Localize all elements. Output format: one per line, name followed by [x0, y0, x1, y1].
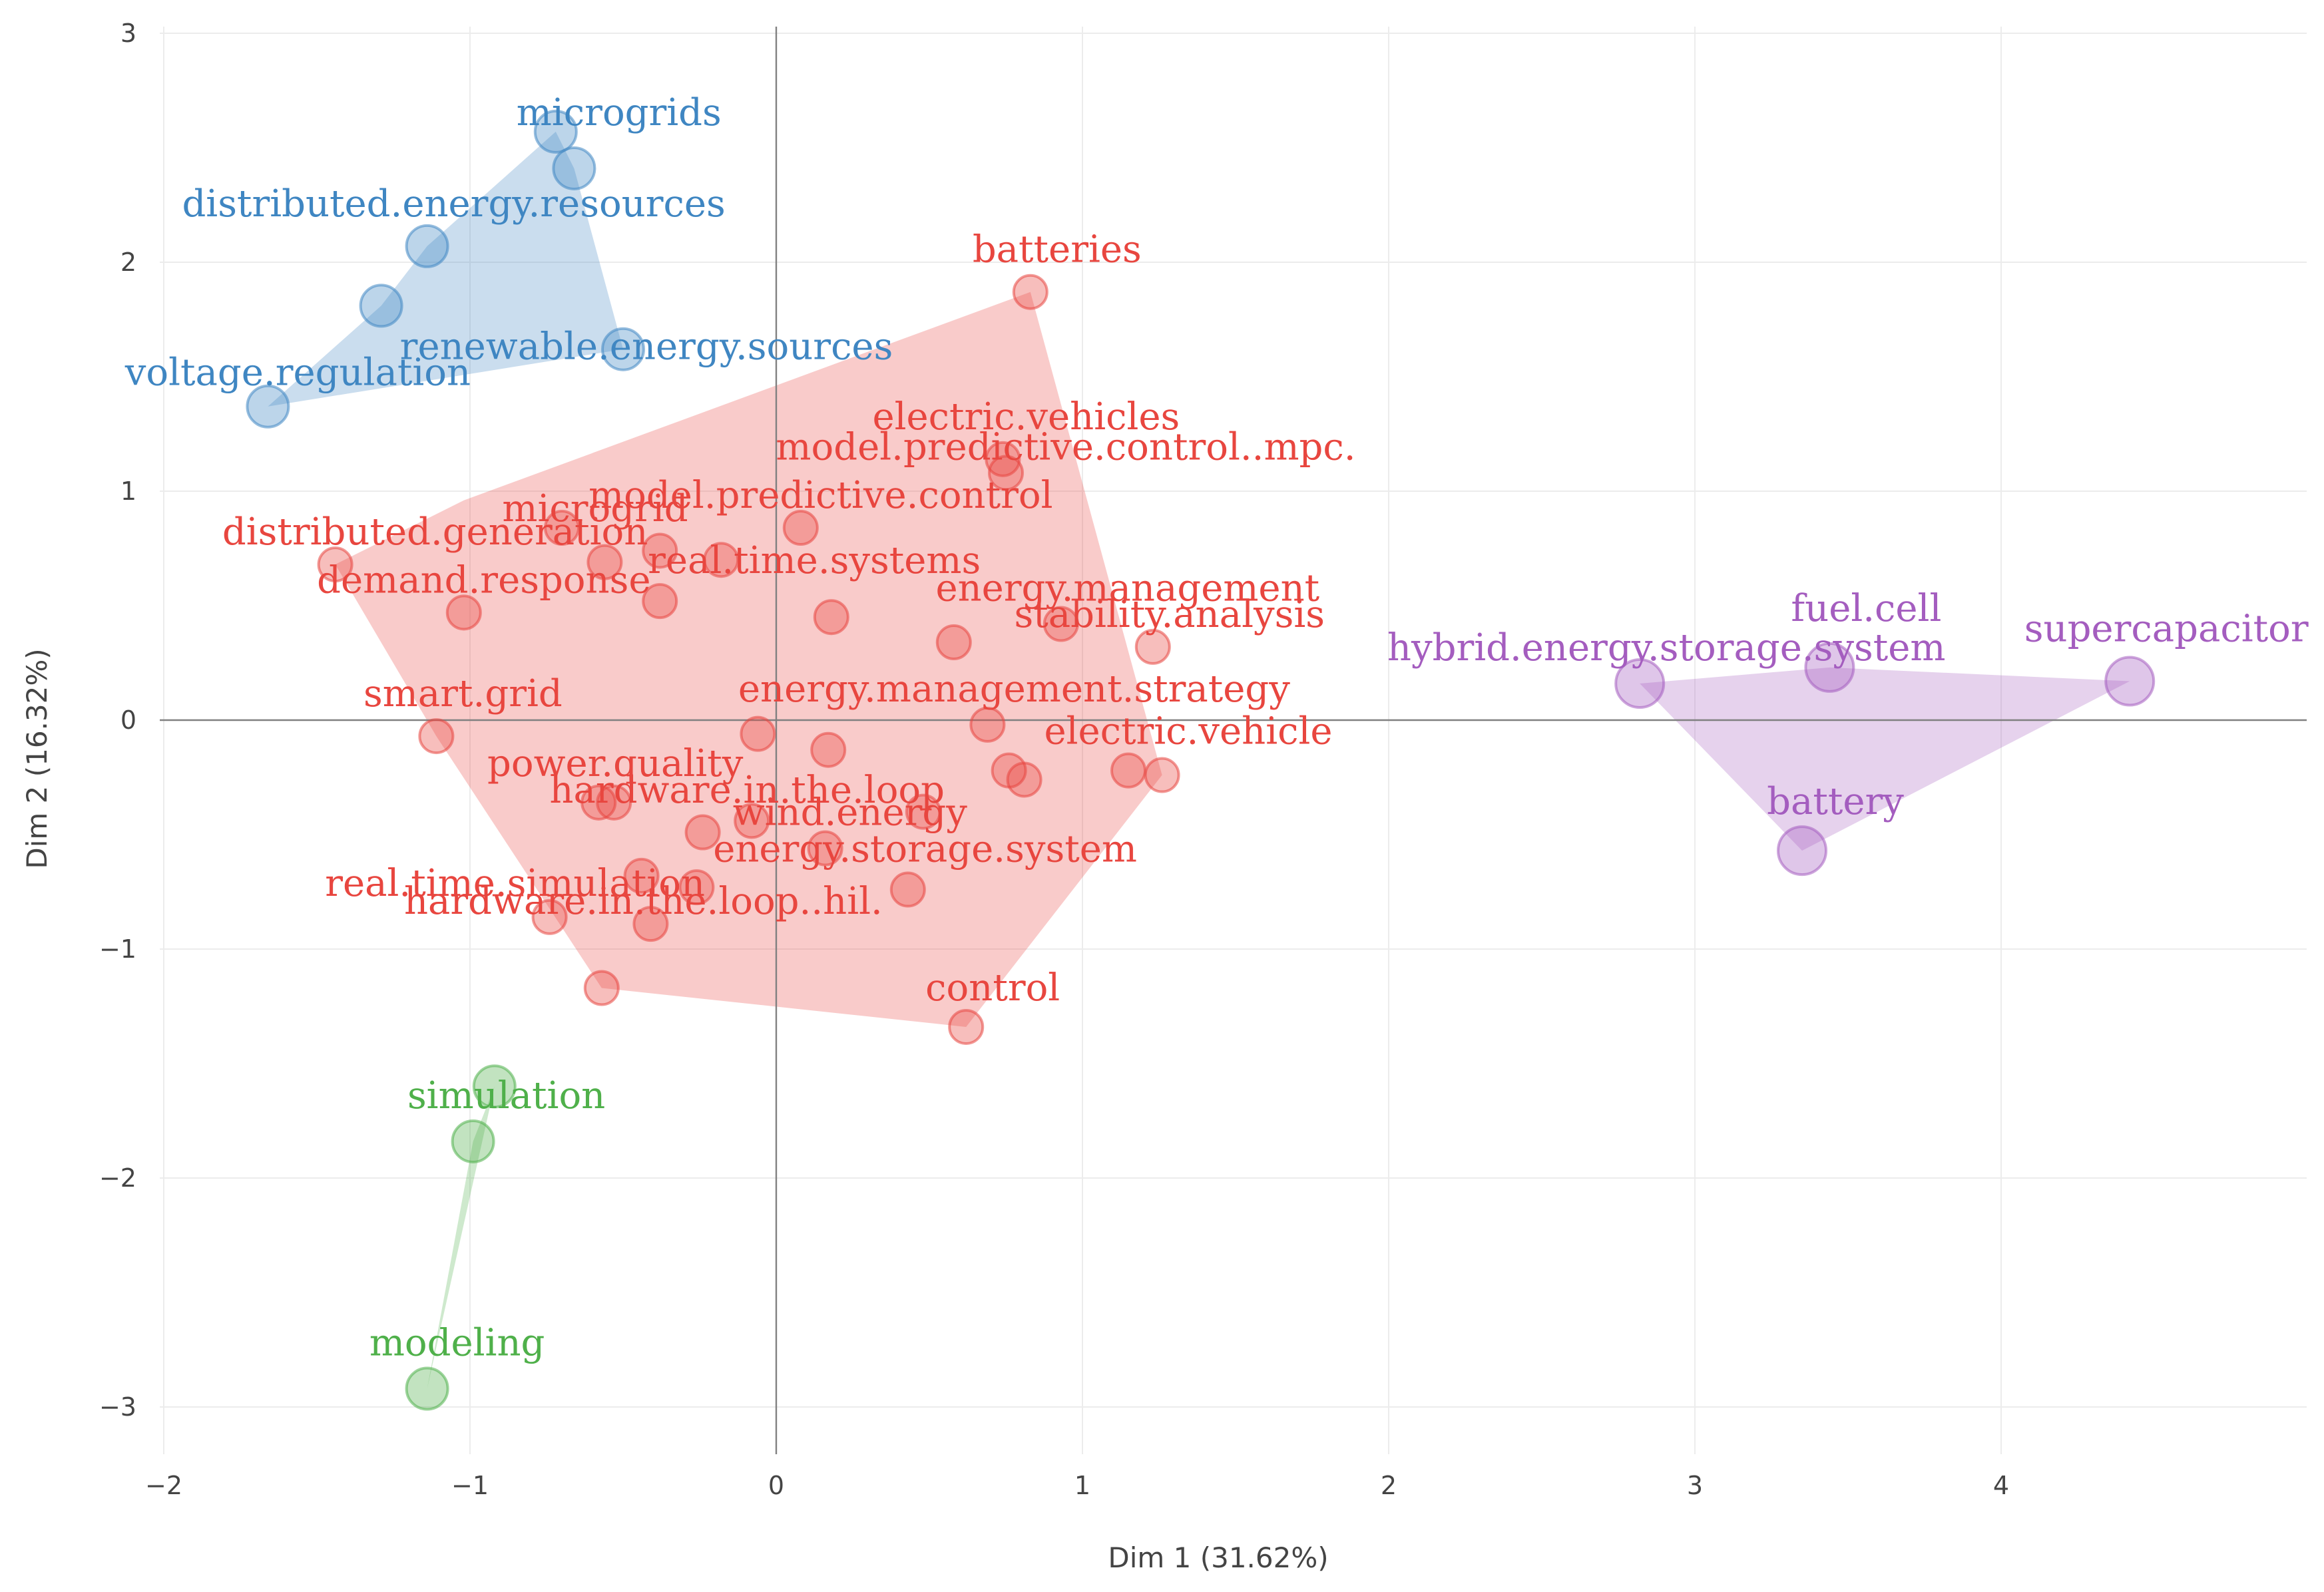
point-label: distributed.generation [222, 510, 648, 554]
data-point[interactable] [552, 146, 596, 190]
data-point[interactable] [734, 803, 770, 839]
data-point[interactable] [813, 599, 849, 636]
data-point[interactable] [642, 532, 678, 569]
x-tick-label: −1 [451, 1471, 489, 1500]
data-point[interactable] [703, 542, 740, 578]
point-label: smart.grid [363, 672, 563, 715]
point-label: stability.analysis [1015, 593, 1325, 636]
x-tick-label: 3 [1687, 1471, 1703, 1500]
data-point[interactable] [623, 857, 660, 894]
data-point[interactable] [889, 871, 926, 908]
data-point[interactable] [451, 1119, 495, 1163]
point-label: modeling [369, 1321, 545, 1364]
data-point[interactable] [740, 715, 776, 752]
x-tick-label: −2 [145, 1471, 182, 1500]
data-point[interactable] [472, 1064, 517, 1109]
data-point[interactable] [583, 970, 620, 1006]
point-label: hardware.in.the.loop..hil. [404, 880, 883, 923]
cluster-blue-hull [268, 131, 623, 407]
point-label: model.predictive.control [588, 474, 1052, 517]
data-point[interactable] [405, 1366, 449, 1411]
data-point[interactable] [678, 869, 715, 906]
data-point[interactable] [596, 784, 632, 821]
point-label: energy.management [935, 567, 1319, 610]
data-point[interactable] [2104, 656, 2156, 707]
data-point[interactable] [1144, 757, 1180, 793]
data-point[interactable] [246, 384, 290, 429]
data-point[interactable] [1012, 274, 1048, 310]
x-tick-label: 0 [768, 1471, 784, 1500]
point-label: batteries [973, 228, 1142, 272]
cluster-red-hull [335, 292, 1162, 1027]
data-point[interactable] [1134, 628, 1171, 665]
data-point[interactable] [988, 455, 1024, 491]
cluster-green-hull [427, 1086, 495, 1389]
point-label: energy.management.strategy [738, 668, 1290, 711]
point-label: wind.energy [733, 791, 968, 835]
data-point[interactable] [807, 830, 843, 867]
x-axis-title: Dim 1 (31.62%) [1108, 1541, 1328, 1574]
point-label: hardware.in.the.loop [549, 769, 945, 812]
data-point[interactable] [810, 731, 847, 768]
data-point[interactable] [586, 544, 623, 580]
data-point[interactable] [1614, 658, 1666, 709]
point-label: voltage.regulation [124, 351, 471, 395]
data-point[interactable] [405, 224, 449, 268]
y-tick-label: −2 [99, 1163, 136, 1193]
point-label: real.time.simulation [325, 862, 705, 905]
data-point[interactable] [1110, 752, 1146, 789]
data-point[interactable] [317, 546, 353, 583]
data-point[interactable] [359, 284, 403, 328]
data-point[interactable] [1777, 825, 1827, 877]
point-label: fuel.cell [1791, 587, 1941, 630]
data-point[interactable] [1006, 761, 1043, 798]
y-axis-title: Dim 2 (16.32%) [21, 648, 53, 869]
x-tick-label: 2 [1381, 1471, 1397, 1500]
data-point[interactable] [985, 441, 1021, 477]
data-point[interactable] [632, 906, 669, 942]
point-label: simulation [407, 1074, 605, 1117]
point-label: energy.storage.system [713, 828, 1137, 871]
point-label: hybrid.energy.storage.system [1387, 626, 1946, 670]
point-label: microgrid [502, 487, 688, 530]
data-point[interactable] [601, 327, 645, 371]
data-point[interactable] [1043, 606, 1079, 642]
data-point[interactable] [531, 898, 568, 935]
y-tick-label: 1 [120, 477, 136, 506]
data-point[interactable] [905, 793, 941, 830]
y-tick-label: −1 [99, 934, 136, 964]
point-label: power.quality [487, 742, 744, 785]
data-point[interactable] [969, 706, 1006, 743]
point-label: electric.vehicle [1044, 710, 1332, 753]
data-point[interactable] [418, 718, 455, 755]
data-point[interactable] [642, 583, 678, 620]
y-tick-label: 3 [120, 19, 136, 48]
data-point[interactable] [445, 594, 482, 631]
data-point[interactable] [544, 510, 580, 546]
point-label: battery [1767, 780, 1904, 823]
data-point[interactable] [935, 624, 972, 661]
y-tick-label: 2 [120, 248, 136, 277]
cluster-purple-hull [1640, 667, 2130, 851]
point-label: electric.vehicles [872, 395, 1180, 439]
data-point[interactable] [533, 109, 578, 154]
data-point[interactable] [684, 814, 721, 851]
point-label: model.predictive.control..mpc. [776, 425, 1355, 469]
data-point[interactable] [1804, 642, 1855, 693]
y-tick-label: 0 [120, 705, 136, 735]
point-label: real.time.systems [648, 539, 981, 582]
point-label: supercapacitor [2024, 608, 2309, 651]
x-tick-label: 4 [1993, 1471, 2009, 1500]
y-tick-label: −3 [99, 1392, 136, 1422]
point-label: microgrids [517, 91, 722, 134]
point-label: demand.response [317, 558, 650, 602]
point-label: distributed.energy.resources [182, 182, 725, 226]
point-label: renewable.energy.sources [400, 325, 893, 369]
x-tick-label: 1 [1074, 1471, 1090, 1500]
data-point[interactable] [948, 1008, 985, 1045]
data-point[interactable] [782, 510, 819, 546]
point-label: control [925, 966, 1060, 1010]
